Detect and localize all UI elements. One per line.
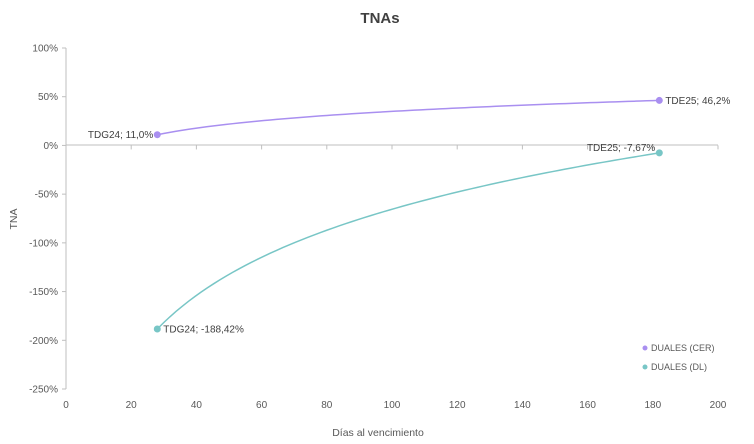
legend-label: DUALES (DL)	[651, 362, 707, 372]
y-tick-label: -50%	[35, 190, 58, 201]
x-tick-label: 0	[63, 400, 69, 411]
data-label: TDG24; -188,42%	[163, 325, 244, 336]
y-tick-label: -200%	[29, 336, 58, 347]
y-tick-label: 0%	[44, 141, 59, 152]
chart-title: TNAs	[360, 10, 399, 27]
x-tick-label: 60	[256, 400, 268, 411]
data-point-series-2	[655, 149, 663, 157]
data-label: TDE25; -7,67%	[587, 143, 655, 154]
x-tick-label: 40	[191, 400, 203, 411]
legend: DUALES (CER) DUALES (DL)	[642, 343, 715, 372]
axis-ticks: 0 20 40 60 80 100 120 140 160 180 200 100% 50% 0% -50%…	[29, 44, 727, 412]
y-tick-label: -150%	[29, 287, 58, 298]
legend-marker	[642, 345, 648, 351]
legend-label: DUALES (CER)	[651, 343, 715, 353]
x-tick-label: 140	[514, 400, 531, 411]
data-point-series-2	[153, 325, 161, 333]
x-tick-label: 180	[644, 400, 661, 411]
y-axis-title: TNA	[8, 209, 20, 230]
x-tick-label: 20	[126, 400, 138, 411]
x-tick-label: 120	[449, 400, 466, 411]
y-tick-label: 100%	[32, 44, 58, 55]
y-tick-label: -250%	[29, 385, 58, 396]
trendline-series-2	[156, 152, 660, 330]
data-label: TDE25; 46,2%	[665, 96, 730, 107]
x-tick-label: 200	[710, 400, 727, 411]
y-tick-label: 50%	[38, 92, 58, 103]
x-tick-label: 80	[321, 400, 333, 411]
data-label: TDG24; 11,0%	[88, 130, 154, 141]
data-point-series-1	[655, 96, 663, 104]
plot-area: TDG24; 11,0% TDE25; 46,2% TDG24; -188,42% T…	[88, 96, 731, 336]
x-tick-label: 160	[579, 400, 596, 411]
data-point-series-1	[153, 131, 161, 139]
trendline-series-1	[157, 99, 660, 136]
y-tick-label: -100%	[29, 238, 58, 249]
x-tick-label: 100	[384, 400, 401, 411]
legend-marker	[642, 364, 648, 370]
x-axis-title: Días al vencimiento	[332, 427, 424, 439]
